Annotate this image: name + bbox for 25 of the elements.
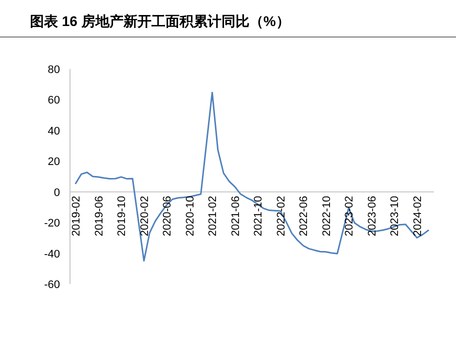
y-tick-label: 40 [48, 125, 60, 138]
x-tick-label: 2020-10 [184, 196, 196, 236]
x-tick-label: 2021-10 [252, 196, 265, 236]
x-tick-label: 2021-02 [207, 196, 220, 236]
y-tick-label: -40 [44, 248, 60, 260]
y-tick-label: 80 [48, 64, 60, 76]
x-tick-label: 2019-02 [70, 196, 83, 236]
y-tick-label: -20 [44, 218, 60, 230]
x-tick-label: 2020-06 [162, 196, 174, 236]
x-tick-label: 2019-06 [93, 196, 106, 236]
x-tick-label: 2023-06 [366, 196, 378, 236]
x-tick-label: 2022-02 [275, 196, 288, 236]
x-tick-label: 2024-02 [412, 196, 424, 236]
y-tick-label: 20 [48, 156, 60, 168]
x-tick-label: 2023-02 [344, 196, 356, 236]
y-tick-label: -60 [44, 279, 60, 291]
x-tick-label: 2022-06 [298, 196, 310, 236]
y-tick-label: 0 [54, 186, 60, 199]
x-tick-label: 2019-10 [116, 196, 128, 236]
x-tick-label: 2020-02 [138, 196, 151, 236]
y-tick-label: 60 [48, 94, 60, 107]
x-tick-label: 2021-06 [230, 196, 242, 236]
x-tick-label: 2023-10 [389, 196, 402, 236]
x-tick-label: 2022-10 [320, 196, 333, 236]
title: 图表 16 房地产新开工面积累计同比（%） [30, 13, 290, 29]
